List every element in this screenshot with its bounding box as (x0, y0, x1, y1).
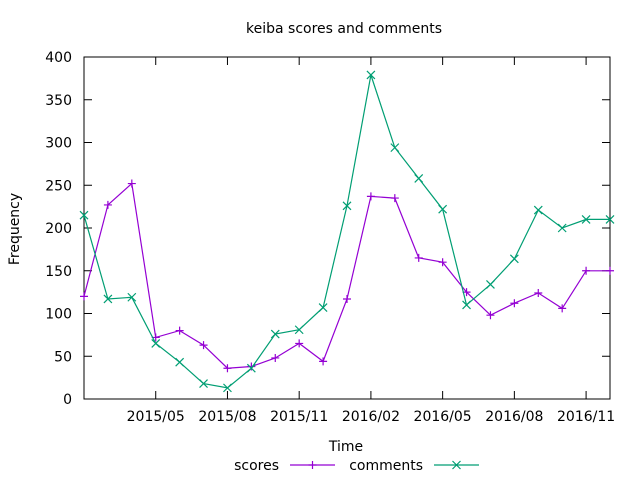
y-tick-label: 250 (45, 178, 72, 194)
data-point-comments (199, 379, 208, 389)
data-point-scores (390, 194, 399, 203)
data-point-comments (270, 329, 280, 339)
data-point-comments (366, 70, 376, 80)
series-comments (79, 70, 615, 393)
y-tick-label: 350 (45, 93, 72, 109)
data-point-scores (414, 253, 423, 262)
data-point-scores (319, 357, 328, 366)
data-point-scores (343, 294, 351, 303)
y-tick-label: 50 (54, 349, 72, 365)
data-point-scores (247, 362, 256, 371)
data-point-comments (127, 292, 137, 302)
y-tick-label: 100 (45, 307, 72, 323)
data-point-scores (127, 179, 136, 188)
data-point-scores (438, 258, 447, 267)
x-tick-label: 2016/11 (557, 409, 615, 425)
series-line-comments (83, 74, 610, 389)
data-point-comments (581, 215, 591, 224)
x-tick-label: 2015/08 (198, 409, 256, 425)
data-point-comments (103, 294, 113, 304)
x-tick-label: 2016/05 (414, 409, 472, 425)
data-point-scores (103, 200, 112, 209)
data-point-scores (175, 326, 184, 335)
x-tick-label: 2016/08 (485, 409, 543, 425)
x-tick-label: 2015/11 (270, 409, 328, 425)
y-tick-label: 0 (63, 392, 72, 408)
data-point-comments (605, 215, 615, 224)
data-point-scores (510, 299, 519, 308)
data-point-scores (558, 304, 567, 313)
data-point-comments (462, 300, 471, 310)
data-point-comments (294, 325, 304, 335)
data-point-comments (175, 357, 185, 367)
data-point-comments (486, 280, 495, 289)
y-tick-label: 400 (45, 50, 72, 66)
data-point-scores (582, 266, 591, 275)
x-tick-label: 2015/05 (127, 409, 185, 425)
y-axis-label: Frequency (7, 193, 23, 265)
x-tick-label: 2016/02 (342, 409, 400, 425)
data-point-comments (246, 363, 256, 373)
series-scores (80, 179, 614, 373)
chart-title: keiba scores and comments (246, 21, 442, 37)
legend-marker-comments (452, 460, 461, 470)
data-point-comments (509, 254, 519, 264)
data-point-scores (223, 364, 232, 373)
data-point-comments (318, 303, 328, 312)
legend-label-scores: scores (234, 458, 279, 474)
y-tick-label: 150 (45, 264, 72, 280)
data-point-comments (557, 223, 567, 233)
data-point-scores (199, 341, 208, 350)
data-point-comments (533, 205, 543, 215)
data-point-comments (223, 383, 232, 393)
data-point-scores (486, 311, 495, 320)
data-point-scores (606, 266, 614, 275)
y-tick-label: 300 (45, 136, 72, 152)
data-point-comments (342, 201, 352, 211)
x-axis-label: Time (328, 439, 363, 455)
data-point-scores (366, 192, 375, 201)
data-point-scores (80, 292, 88, 301)
data-point-scores (295, 339, 304, 348)
data-point-scores (534, 288, 543, 297)
data-point-comments (151, 339, 161, 348)
legend: scores comments (234, 458, 479, 474)
y-tick-label: 200 (45, 221, 72, 237)
legend-label-comments: comments (349, 458, 423, 474)
data-point-comments (79, 210, 89, 220)
series-line-scores (83, 182, 610, 369)
plot-area: 0 50 100 150 200 250 300 350 400 2015/05 2015/08 20… (45, 50, 615, 425)
plot-frame (83, 56, 611, 400)
legend-marker-scores (308, 461, 317, 469)
data-point-comments (390, 143, 400, 153)
data-point-comments (438, 204, 448, 214)
data-point-comments (414, 173, 424, 183)
data-point-scores (271, 353, 280, 362)
